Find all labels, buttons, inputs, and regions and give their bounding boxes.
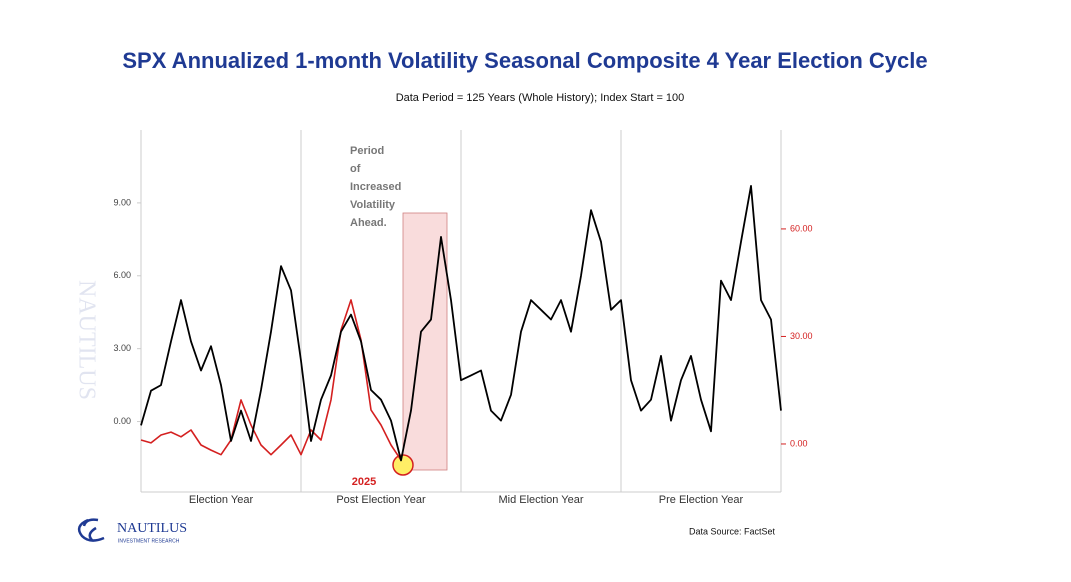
y2-tick-label: 30.00 (790, 331, 813, 341)
x-tick-label: Mid Election Year (499, 494, 584, 506)
watermark-text: NAUTILUS (73, 280, 99, 400)
logo-sub: INVESTMENT RESEARCH (118, 538, 180, 544)
y2-tick-label: 60.00 (790, 223, 813, 233)
logo-icon (77, 518, 105, 542)
y-tick-label: 9.00 (113, 197, 131, 207)
y-tick-label: 0.00 (113, 416, 131, 426)
x-tick-label: Post Election Year (336, 494, 426, 506)
annotation: Period of Increased Volatility Ahead. (350, 145, 401, 229)
y2-tick-label: 0.00 (790, 438, 808, 448)
watermark: NAUTILUS (73, 280, 99, 400)
x-tick-label: Pre Election Year (659, 494, 744, 506)
line-series (140, 185, 782, 462)
logo: NAUTILUS (117, 521, 187, 536)
y-tick-label: 3.00 (113, 343, 131, 353)
x-tick-label: Election Year (189, 494, 254, 506)
series-label: 2025 (352, 476, 376, 488)
line-series (140, 299, 402, 461)
y-tick-label: 6.00 (113, 270, 131, 280)
highlight-region (402, 212, 448, 471)
chart-title: SPX Annualized 1-month Volatility Season… (122, 48, 927, 73)
source: Data Source: FactSet (689, 526, 776, 536)
highlight-circle (392, 454, 414, 476)
chart-subtitle: Data Period = 125 Years (Whole History);… (396, 92, 685, 104)
